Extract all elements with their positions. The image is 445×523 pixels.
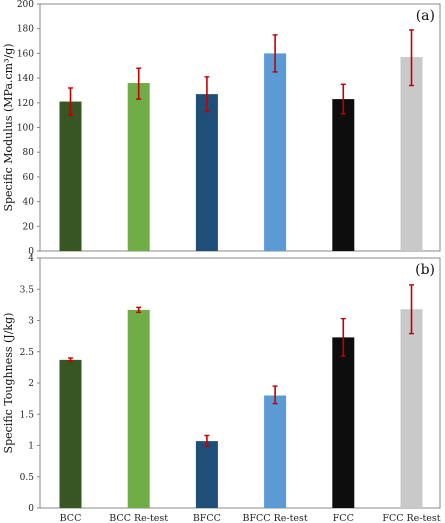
y-tick-label: 2 (28, 379, 34, 389)
bar-bcc-re-test (127, 83, 150, 251)
x-category-label: BCC Re-test (109, 513, 168, 523)
y-tick-label: 1 (28, 442, 34, 452)
y-tick-label: 140 (17, 74, 34, 84)
y-tick-label: 0 (28, 504, 34, 514)
y-tick-label: 80 (23, 148, 35, 158)
x-category-label: BCC (60, 513, 82, 523)
y-tick-label: 0 (28, 247, 34, 257)
y-axis-label: Specific Toughness (J/kg) (2, 313, 15, 454)
y-tick-label: 40 (23, 198, 35, 208)
plot-frame (39, 3, 441, 252)
x-category-label: FCC (333, 513, 354, 523)
y-tick-label: 2.5 (20, 348, 35, 358)
bar-bcc-re-test (127, 309, 150, 508)
y-tick-label: 180 (17, 25, 34, 35)
x-category-label: BFCC Re-test (242, 513, 307, 523)
bar-fcc (332, 337, 355, 508)
bar-bcc (59, 359, 82, 508)
x-category-label: FCC Re-test (382, 513, 440, 523)
bar-fcc-re-test (400, 57, 423, 252)
bar-bfcc-re-test (264, 395, 287, 508)
y-tick-label: 3 (28, 317, 34, 327)
plot-frame (39, 257, 441, 509)
bar-fcc-re-test (400, 309, 423, 508)
panel-label: (b) (415, 262, 435, 278)
y-tick-label: 0.5 (20, 473, 35, 483)
y-tick-label: 1.5 (20, 410, 35, 420)
chart-panel-a: 0 20 40 60 80 100 120 140 160 180 200 Specific Modu… (2, 0, 441, 257)
bar-fcc (332, 99, 355, 251)
panel-label: (a) (416, 8, 435, 24)
y-tick-label: 3.5 (20, 285, 35, 295)
bar-bfcc (195, 441, 218, 508)
y-tick-label: 60 (23, 173, 35, 183)
y-tick-label: 100 (17, 124, 34, 134)
chart-panel-b: 0 0.5 1 1.5 2 2.5 3 3.5 4 BCC BCC Re-test BFCC BFCC … (2, 254, 441, 523)
bar-bfcc-re-test (264, 53, 287, 252)
y-tick-label: 4 (28, 254, 34, 264)
y-axis-label: Specific Modulus (MPa.cm³/g) (2, 43, 15, 211)
bar-bcc (59, 101, 82, 251)
bar-bfcc (195, 94, 218, 251)
y-tick-label: 160 (17, 49, 34, 59)
y-tick-label: 200 (17, 0, 34, 10)
x-category-label: BFCC (193, 513, 221, 523)
y-tick-label: 20 (23, 222, 35, 232)
y-tick-label: 120 (17, 99, 34, 109)
